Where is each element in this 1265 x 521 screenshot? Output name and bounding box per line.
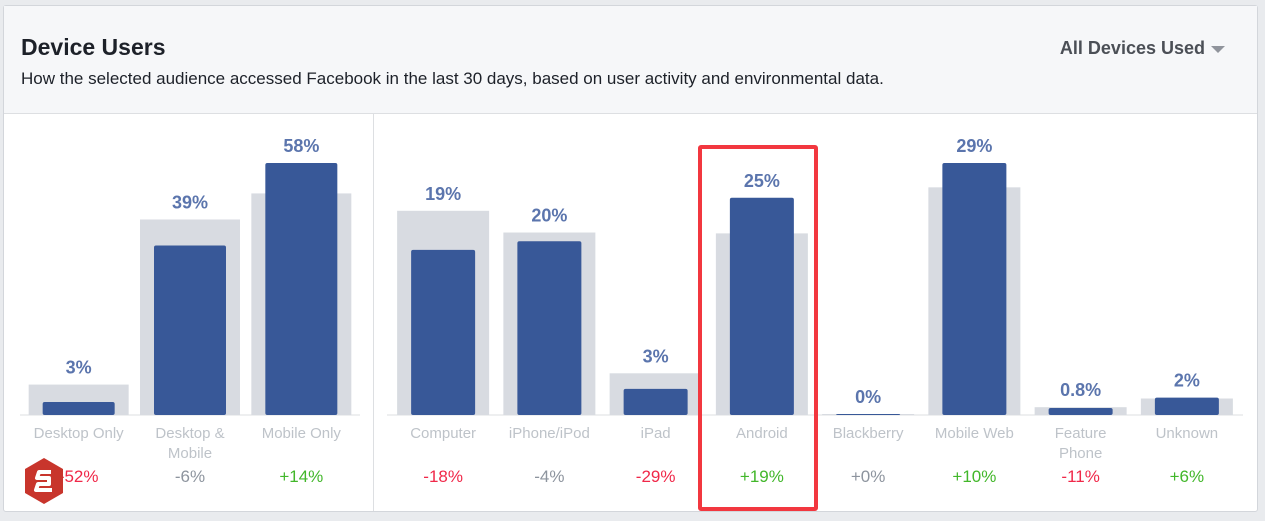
bar-mobile-only[interactable] <box>265 163 338 415</box>
value-label-computer: 19% <box>425 184 461 204</box>
value-label-mobile-only: 58% <box>283 136 319 156</box>
value-label-unknown: 2% <box>1174 371 1200 391</box>
bar-unknown[interactable] <box>1154 397 1219 415</box>
change-label-ipad: -29% <box>636 467 676 486</box>
category-label-android: Android <box>736 425 788 442</box>
category-label-blackberry: Blackberry <box>833 425 904 442</box>
change-label-iphone-ipod: -4% <box>534 467 564 486</box>
brand-logo-icon <box>25 458 63 504</box>
value-label-feature-phone: 0.8% <box>1060 380 1101 400</box>
change-label-desktop-mobile: -6% <box>175 467 205 486</box>
devices-dropdown[interactable]: All Devices Used <box>1060 38 1225 59</box>
value-label-blackberry: 0% <box>855 387 881 407</box>
bar-computer[interactable] <box>411 249 476 415</box>
bar-mobile-web[interactable] <box>942 163 1007 415</box>
bar-android[interactable] <box>729 197 794 415</box>
chevron-down-icon <box>1211 46 1225 53</box>
category-label-desktop-mobile: Desktop & Mobile <box>155 425 224 462</box>
value-label-mobile-web: 29% <box>956 136 992 156</box>
value-label-desktop-mobile: 39% <box>172 192 208 212</box>
change-label-blackberry: +0% <box>851 467 886 486</box>
category-label-computer: Computer <box>410 425 476 442</box>
category-label-feature-phone: Feature Phone <box>1055 425 1107 462</box>
change-label-computer: -18% <box>423 467 463 486</box>
category-label-desktop-only: Desktop Only <box>34 425 125 442</box>
bar-desktop-only[interactable] <box>42 401 115 415</box>
category-label-mobile-only: Mobile Only <box>262 425 342 442</box>
category-label-mobile-web: Mobile Web <box>935 425 1014 442</box>
group-divider <box>373 114 374 511</box>
card-header: Device Users How the selected audience a… <box>4 6 1257 114</box>
devices-dropdown-label: All Devices Used <box>1059 38 1205 58</box>
change-label-desktop-only: -52% <box>59 467 99 486</box>
bar-feature-phone[interactable] <box>1048 408 1113 415</box>
bar-desktop-mobile[interactable] <box>154 245 226 415</box>
bar-ipad[interactable] <box>623 388 688 415</box>
category-label-unknown: Unknown <box>1156 425 1219 442</box>
change-label-unknown: +6% <box>1170 467 1205 486</box>
bar-blackberry[interactable] <box>836 414 901 415</box>
card-subtitle: How the selected audience accessed Faceb… <box>21 69 884 88</box>
value-label-ipad: 3% <box>643 346 669 366</box>
change-label-android: +19% <box>740 467 784 486</box>
change-label-mobile-only: +14% <box>279 467 323 486</box>
value-label-iphone-ipod: 20% <box>531 206 567 226</box>
change-label-feature-phone: -11% <box>1061 467 1099 486</box>
bar-iphone-ipod[interactable] <box>517 241 582 415</box>
value-label-desktop-only: 3% <box>66 358 92 378</box>
category-label-ipad: iPad <box>641 425 671 442</box>
device-users-card: Device Users How the selected audience a… <box>3 5 1258 512</box>
category-label-iphone-ipod: iPhone/iPod <box>509 425 590 442</box>
change-label-mobile-web: +10% <box>952 467 996 486</box>
page-title: Device Users <box>21 34 166 60</box>
value-label-android: 25% <box>744 171 780 191</box>
